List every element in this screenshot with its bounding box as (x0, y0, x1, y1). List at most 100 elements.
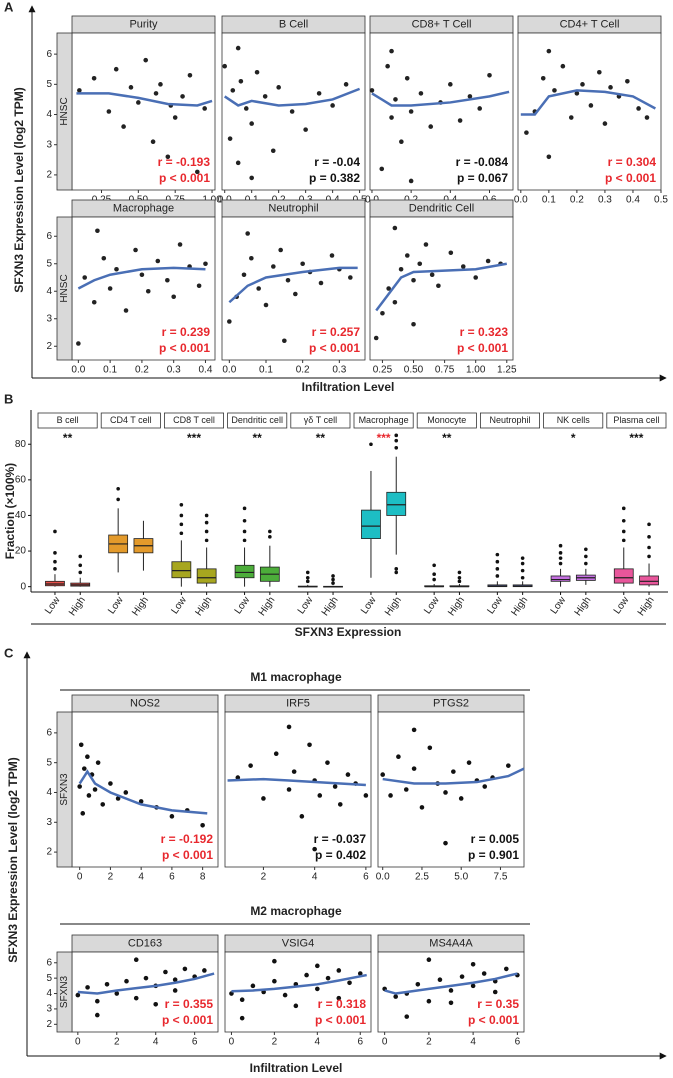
significance: *** (377, 431, 391, 445)
outlier (242, 518, 247, 523)
side-strip-label: HNSC (59, 274, 70, 302)
outlier (242, 506, 247, 511)
outlier (116, 497, 120, 502)
outlier (621, 506, 626, 511)
x-tick-label: 0.0 (376, 872, 390, 883)
point (299, 814, 305, 819)
point (392, 225, 398, 231)
box (171, 561, 192, 579)
outlier (331, 581, 335, 585)
y-tick-label: 0 (20, 581, 26, 592)
outlier (369, 442, 373, 447)
point (470, 962, 476, 967)
point (113, 66, 119, 72)
point (380, 310, 385, 316)
point (121, 124, 126, 129)
group-label: Neutrophil (489, 415, 530, 425)
point (286, 787, 292, 792)
outlier (584, 547, 588, 552)
point (396, 754, 401, 760)
group-label: CD4 T cell (110, 415, 152, 425)
point (304, 972, 309, 978)
point (115, 796, 121, 801)
point (222, 63, 227, 69)
point (427, 745, 433, 751)
x-tick-label: 2 (114, 1037, 120, 1048)
x-tick-label: High (573, 595, 594, 618)
p-label: p < 0.001 (159, 341, 210, 355)
point (398, 266, 404, 272)
plot-area (71, 216, 216, 361)
point (423, 242, 429, 247)
outlier (331, 577, 335, 582)
point (136, 100, 141, 105)
y-tick-label: 2 (46, 847, 52, 858)
r-label: r = 0.239 (162, 325, 211, 339)
outlier (457, 570, 462, 575)
point (165, 277, 170, 283)
point (289, 109, 295, 114)
x-tick-label: 7.5 (493, 872, 507, 883)
plot-area (224, 951, 372, 1033)
outlier (242, 538, 247, 543)
p-label: p = 0.402 (315, 848, 366, 862)
p-label: p = 0.067 (457, 171, 508, 185)
panel-title: MS4A4A (429, 937, 473, 949)
group-heading: M1 macrophage (250, 670, 342, 684)
point (273, 751, 279, 757)
point (106, 109, 112, 114)
trend-line (78, 769, 208, 815)
point (380, 772, 386, 777)
point (249, 255, 254, 261)
point (85, 754, 90, 760)
box (550, 575, 571, 582)
outlier (53, 559, 57, 564)
point (239, 1015, 245, 1021)
point (239, 997, 245, 1002)
p-label: p < 0.001 (309, 341, 360, 355)
point (560, 63, 566, 69)
point (155, 258, 161, 264)
box (613, 568, 634, 584)
point (325, 975, 331, 981)
point (403, 787, 409, 792)
y-tick-label: 3 (46, 313, 52, 324)
point (293, 291, 298, 297)
point (399, 139, 404, 144)
r-label: r = -0.192 (161, 832, 214, 846)
point (315, 963, 320, 969)
point (203, 261, 208, 267)
point (230, 88, 236, 93)
x-tick-label: Low (485, 594, 505, 616)
point (448, 1000, 454, 1006)
point (282, 338, 287, 344)
x-axis-label: Infiltration Level (302, 380, 395, 394)
point (458, 796, 464, 801)
x-tick-label: 0.3 (167, 365, 181, 376)
outlier (394, 570, 399, 575)
x-axis-label: SFXN3 Expression (295, 625, 402, 639)
point (92, 787, 98, 792)
trend-line (384, 972, 518, 995)
point (114, 266, 119, 272)
point (272, 978, 277, 984)
point (504, 966, 509, 972)
outlier (647, 545, 651, 550)
point (546, 154, 552, 160)
group-label: CD8 T cell (173, 415, 215, 425)
y-tick-label: 4 (46, 787, 52, 798)
p-label: p < 0.001 (315, 1013, 366, 1027)
panel-title: Neutrophil (268, 202, 318, 214)
point (271, 264, 276, 269)
x-tick-label: 0 (75, 1037, 81, 1048)
point (143, 975, 149, 981)
point (389, 48, 394, 54)
point (77, 88, 82, 93)
point (644, 115, 650, 120)
outlier (305, 579, 310, 584)
group-label: NK cells (557, 415, 591, 425)
x-tick-label: 2 (426, 1037, 432, 1048)
plot-area (369, 32, 514, 191)
point (466, 760, 472, 765)
point (108, 781, 113, 786)
